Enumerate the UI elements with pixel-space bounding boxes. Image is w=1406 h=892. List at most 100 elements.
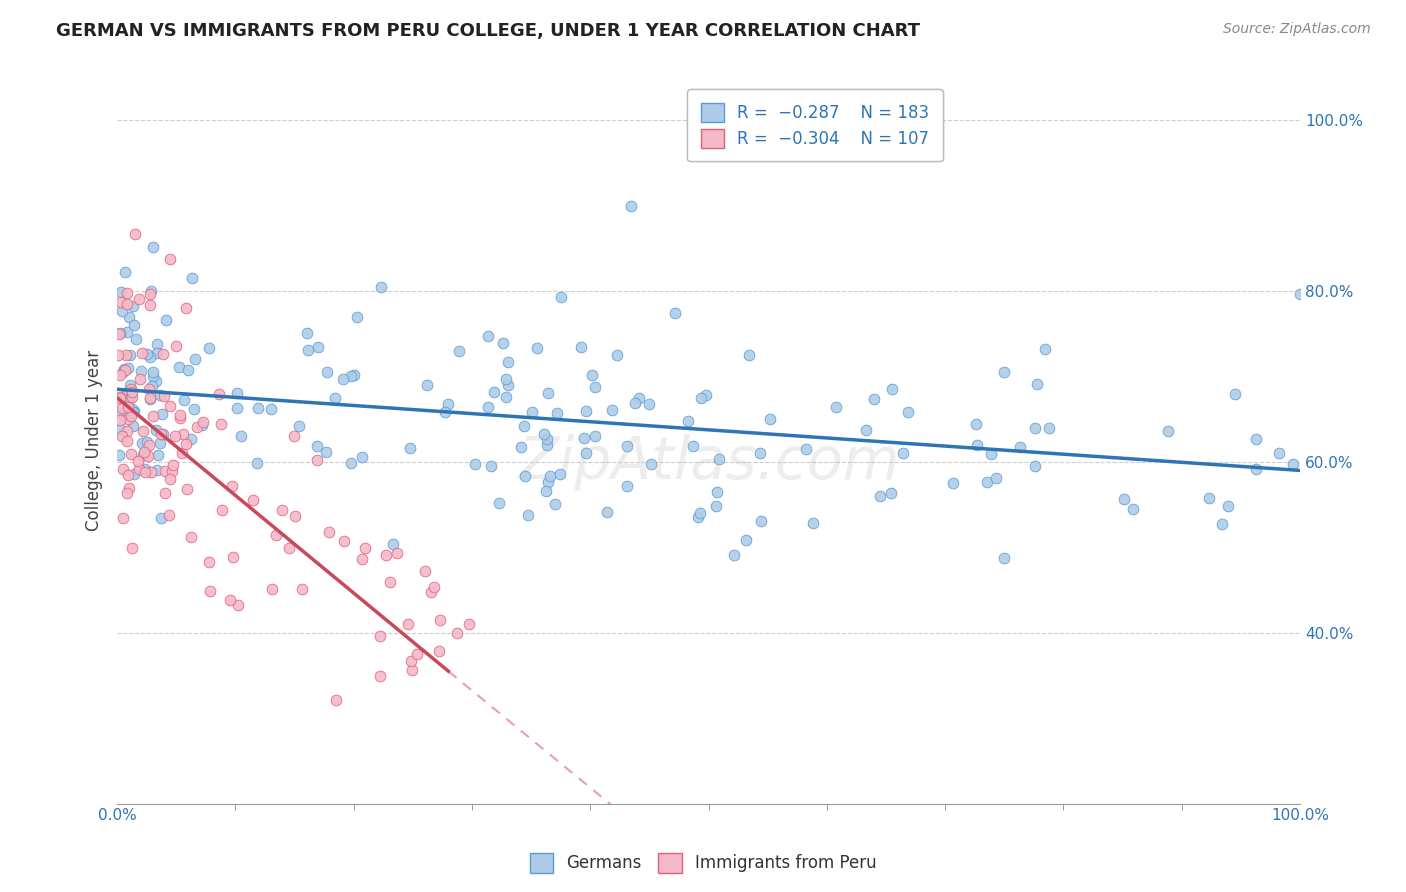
Point xyxy=(125,332,148,346)
Point xyxy=(128,372,150,386)
Point xyxy=(139,286,162,301)
Point xyxy=(172,427,194,442)
Text: GERMAN VS IMMIGRANTS FROM PERU COLLEGE, UNDER 1 YEAR CORRELATION CHART: GERMAN VS IMMIGRANTS FROM PERU COLLEGE, … xyxy=(56,22,921,40)
Point xyxy=(173,392,195,407)
Point xyxy=(415,378,437,392)
Y-axis label: College, Under 1 year: College, Under 1 year xyxy=(86,350,103,531)
Point xyxy=(114,363,136,377)
Point xyxy=(1216,499,1239,513)
Point xyxy=(198,583,221,598)
Point xyxy=(880,486,903,500)
Point xyxy=(108,390,131,404)
Point xyxy=(112,389,135,403)
Point xyxy=(794,442,817,456)
Point xyxy=(118,348,141,362)
Point xyxy=(247,401,270,416)
Point xyxy=(976,475,998,490)
Point xyxy=(446,626,468,640)
Point xyxy=(149,511,172,525)
Point xyxy=(117,360,139,375)
Point xyxy=(1114,491,1136,506)
Point xyxy=(259,401,281,416)
Point xyxy=(117,434,139,448)
Point xyxy=(509,440,531,454)
Point xyxy=(399,441,422,455)
Point xyxy=(148,448,170,462)
Point xyxy=(207,386,229,401)
Point xyxy=(108,422,131,436)
Point xyxy=(107,348,129,362)
Point xyxy=(111,510,134,524)
Point xyxy=(297,343,319,357)
Point xyxy=(246,456,269,470)
Point xyxy=(121,402,143,417)
Point xyxy=(427,644,450,658)
Point xyxy=(574,446,596,460)
Text: ZipAtlas.com: ZipAtlas.com xyxy=(517,434,900,491)
Point xyxy=(283,429,305,443)
Point xyxy=(368,669,391,683)
Point xyxy=(112,462,135,476)
Point xyxy=(616,479,638,493)
Point xyxy=(138,437,160,451)
Point xyxy=(132,424,155,438)
Point xyxy=(447,344,470,359)
Point xyxy=(484,385,506,400)
Point xyxy=(159,399,181,413)
Point xyxy=(122,404,145,418)
Point xyxy=(180,531,202,545)
Point xyxy=(163,428,186,442)
Point xyxy=(375,548,398,562)
Point xyxy=(526,341,548,355)
Point xyxy=(152,427,174,442)
Point xyxy=(152,389,174,403)
Point xyxy=(423,580,446,594)
Point xyxy=(686,510,709,524)
Point xyxy=(993,550,1015,565)
Point xyxy=(333,533,356,548)
Point xyxy=(993,365,1015,379)
Point xyxy=(117,467,139,482)
Point xyxy=(350,552,373,566)
Point xyxy=(174,301,197,316)
Point xyxy=(1033,342,1056,356)
Point xyxy=(368,629,391,643)
Point xyxy=(221,479,243,493)
Point xyxy=(581,368,603,382)
Point xyxy=(134,444,156,458)
Point xyxy=(536,484,558,499)
Point xyxy=(616,439,638,453)
Point xyxy=(749,514,772,528)
Point xyxy=(433,405,456,419)
Point xyxy=(139,392,162,406)
Point xyxy=(108,448,131,462)
Point xyxy=(134,465,156,479)
Point xyxy=(488,496,510,510)
Point xyxy=(111,429,134,443)
Point xyxy=(1008,440,1031,454)
Point xyxy=(277,541,299,555)
Point xyxy=(139,465,162,479)
Point xyxy=(284,508,307,523)
Point xyxy=(801,516,824,531)
Point xyxy=(180,432,202,446)
Point xyxy=(544,497,567,511)
Point xyxy=(112,361,135,376)
Point xyxy=(880,382,903,396)
Point xyxy=(572,431,595,445)
Point xyxy=(436,396,458,410)
Point xyxy=(596,505,619,519)
Point xyxy=(706,484,728,499)
Point xyxy=(966,437,988,451)
Point xyxy=(533,427,555,442)
Point xyxy=(177,362,200,376)
Point xyxy=(600,403,623,417)
Point xyxy=(381,537,404,551)
Point xyxy=(149,436,172,450)
Point xyxy=(155,313,177,327)
Point xyxy=(420,585,443,599)
Point xyxy=(548,467,571,481)
Point xyxy=(221,549,243,564)
Point xyxy=(690,391,713,405)
Point xyxy=(108,413,131,427)
